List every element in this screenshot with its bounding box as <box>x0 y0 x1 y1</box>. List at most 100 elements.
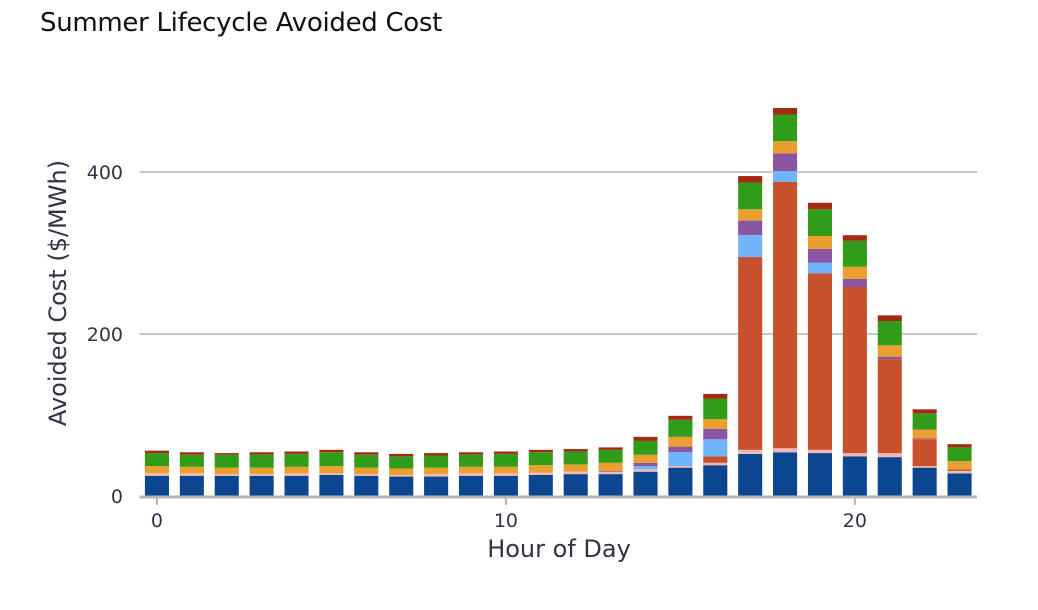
bar-segment <box>249 467 274 475</box>
bar-segment <box>877 356 902 360</box>
bar-segment <box>947 447 972 462</box>
bar-segment <box>528 472 553 475</box>
bar-segment <box>493 466 518 474</box>
bar-segment <box>807 248 833 263</box>
bar-segment <box>249 474 274 476</box>
bar-segment <box>633 454 658 463</box>
bar-segment <box>319 466 344 474</box>
bar-segment <box>458 454 484 467</box>
bar-segment <box>668 436 693 447</box>
y-tick-label: 200 <box>87 324 123 346</box>
bar-segment <box>144 466 169 474</box>
bar-segment <box>703 393 728 399</box>
bar-segment <box>249 452 274 455</box>
bar-segment <box>319 473 344 475</box>
bar-segment <box>842 453 867 457</box>
bar-segment <box>842 235 867 241</box>
bar-segment <box>947 470 972 474</box>
bar-segment <box>563 474 588 496</box>
bar-segment <box>842 240 867 267</box>
bar-segment <box>912 467 937 496</box>
bar-segment <box>424 476 449 496</box>
bar-segment <box>424 474 449 477</box>
x-tick-label: 10 <box>494 510 518 532</box>
bar-segment <box>249 454 274 468</box>
bar-segment <box>389 476 414 496</box>
bar-segment <box>424 453 449 456</box>
bar-segment <box>947 469 972 471</box>
bar-segment <box>912 413 937 430</box>
bar-segment <box>668 415 693 420</box>
x-axis-label: Hour of Day <box>487 535 631 563</box>
bar-segment <box>738 449 763 454</box>
bar-segment <box>877 359 902 454</box>
bar-segment <box>773 141 798 154</box>
bar-segment <box>563 451 588 465</box>
bar-segment <box>284 451 309 454</box>
bar-segment <box>458 475 484 496</box>
bar-segment <box>807 273 833 450</box>
bar-segment <box>633 466 658 470</box>
bar-segment <box>738 176 763 183</box>
bar-segment <box>214 475 239 496</box>
bar-segment <box>284 466 309 474</box>
bar-segment <box>773 452 798 496</box>
bar-segment <box>144 450 169 454</box>
bar-segment <box>807 202 833 210</box>
bar-segment <box>807 235 833 249</box>
bars <box>144 108 972 496</box>
bar-segment <box>912 466 937 468</box>
bar-segment <box>773 171 798 182</box>
bar-segment <box>738 235 763 258</box>
bar-segment <box>703 465 728 496</box>
chart-title: Summer Lifecycle Avoided Cost <box>40 8 443 38</box>
bar-segment <box>458 473 484 476</box>
bar-segment <box>389 453 414 457</box>
bar-segment <box>668 466 693 468</box>
bar-segment <box>598 447 623 450</box>
bar-segment <box>738 182 763 210</box>
bar-segment <box>493 475 518 496</box>
bar-segment <box>598 449 623 463</box>
bar-segment <box>598 471 623 475</box>
bar-segment <box>563 464 588 472</box>
bar-segment <box>668 452 693 467</box>
bar-segment <box>144 473 169 476</box>
bar-segment <box>633 436 658 441</box>
bar-segment <box>842 278 867 288</box>
bar-segment <box>598 462 623 471</box>
bar-segment <box>354 452 379 455</box>
bar-segment <box>458 452 484 455</box>
bar-segment <box>703 439 728 457</box>
x-tick-label: 0 <box>151 510 163 532</box>
bar-segment <box>842 287 867 454</box>
bar-segment <box>703 462 728 466</box>
bar-segment <box>703 419 728 429</box>
bar-segment <box>319 452 344 467</box>
bar-segment <box>354 474 379 476</box>
bar-segment <box>947 461 972 470</box>
bar-segment <box>947 473 972 496</box>
bar-segment <box>877 321 902 346</box>
axes: 0 200 400 0 10 20 <box>87 162 977 532</box>
bar-segment <box>877 315 902 322</box>
y-tick-label: 0 <box>111 486 123 508</box>
bar-segment <box>877 453 902 458</box>
bar-segment <box>668 467 693 496</box>
y-tick-label: 400 <box>87 162 123 184</box>
bar-segment <box>528 452 553 466</box>
bar-segment <box>284 453 309 467</box>
bar-segment <box>389 456 414 469</box>
bar-segment <box>563 471 588 475</box>
bar-segment <box>354 475 379 496</box>
bar-segment <box>493 451 518 454</box>
bar-segment <box>912 439 937 467</box>
bar-segment <box>493 453 518 467</box>
bar-segment <box>912 409 937 414</box>
bar-segment <box>773 448 798 453</box>
bar-segment <box>214 467 239 475</box>
bar-segment <box>807 209 833 236</box>
bar-segment <box>563 449 588 452</box>
bar-segment <box>807 262 833 274</box>
bar-segment <box>633 440 658 455</box>
